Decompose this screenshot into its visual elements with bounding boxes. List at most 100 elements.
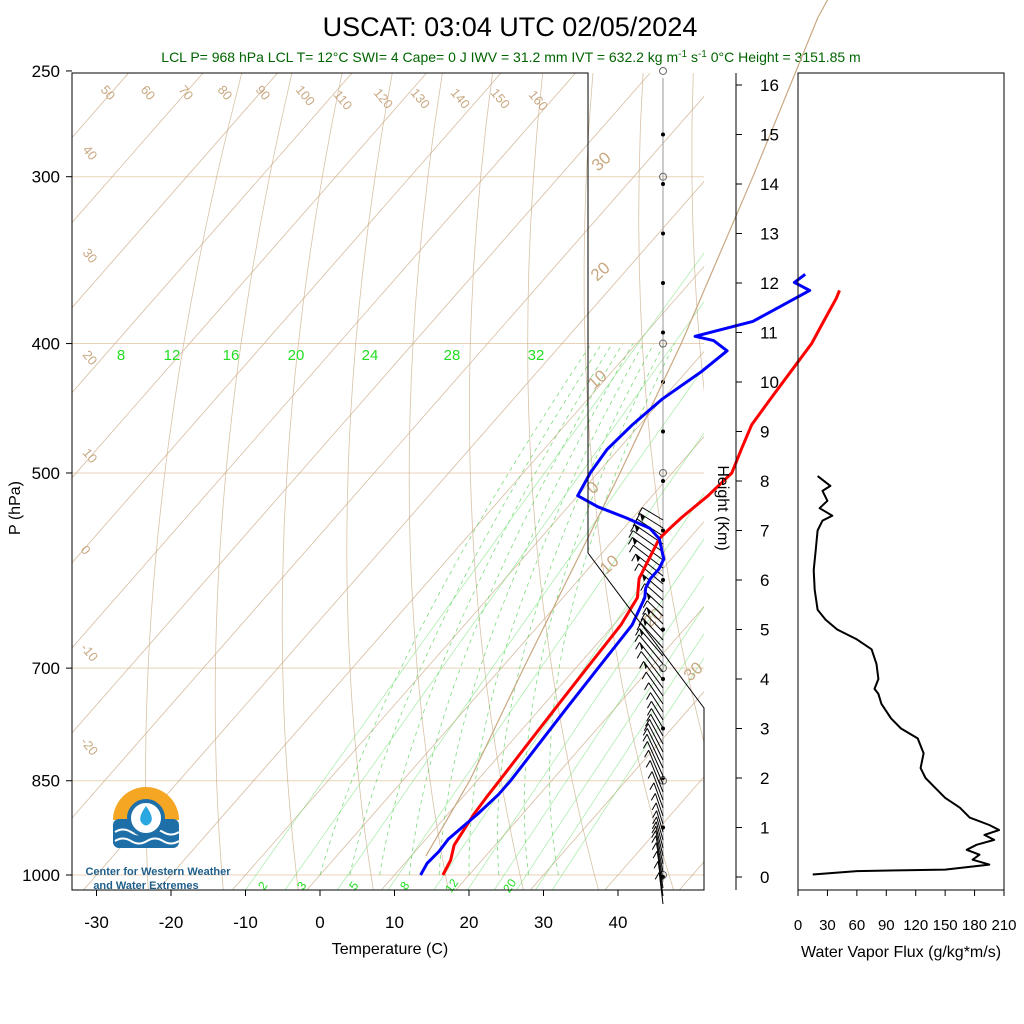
flux-xtick-label: 180 xyxy=(962,917,987,934)
wind-barb-pennant xyxy=(640,513,645,522)
wind-barb-flag xyxy=(646,714,652,722)
wind-barb xyxy=(644,612,664,633)
moist-adiabat-line xyxy=(523,343,665,876)
wind-barb-flag xyxy=(634,563,640,572)
height-marker xyxy=(661,231,665,236)
dry-adiabat-line xyxy=(638,73,704,744)
skewt-ytick-label: 700 xyxy=(32,659,60,678)
height-marker xyxy=(661,479,665,483)
dry-adiabat-line xyxy=(408,73,449,890)
logo-line1: Center for Western Weather xyxy=(85,866,231,878)
wind-barb-flag xyxy=(651,835,657,844)
dry-adiabat-line xyxy=(936,0,1024,903)
height-marker xyxy=(661,726,665,731)
height-marker xyxy=(661,330,665,335)
height-tick-label: 8 xyxy=(760,472,769,491)
isotherm-label-right: 20 xyxy=(587,258,614,285)
dry-adiabat-label: 160 xyxy=(526,87,551,113)
flux-frame xyxy=(797,72,1005,891)
dry-adiabat-line xyxy=(468,73,524,890)
wind-barb-flag xyxy=(646,708,652,716)
wind-barb-flag xyxy=(644,682,650,690)
dry-adiabat-label: 140 xyxy=(448,85,473,111)
skewt-ytick-label: 500 xyxy=(32,464,60,483)
dry-adiabat-line xyxy=(691,73,704,393)
height-marker xyxy=(661,528,665,533)
logo-drop-icon xyxy=(140,806,152,826)
isotherm-line xyxy=(83,180,704,890)
dry-adiabat-line xyxy=(527,73,600,890)
pressure-marker xyxy=(659,66,667,75)
mixing-ratio-label-bottom: 20 xyxy=(500,876,519,895)
dry-adiabat-label: 50 xyxy=(98,82,119,103)
isotherm-line xyxy=(604,776,704,890)
height-marker xyxy=(661,578,665,582)
flux-xtick-label: 0 xyxy=(794,917,802,934)
wind-barb xyxy=(647,723,664,753)
wind-barb xyxy=(633,544,664,569)
wind-barb xyxy=(645,671,664,697)
skewt-ylabel: P (hPa) xyxy=(7,481,24,535)
wind-barb-pennant xyxy=(643,661,648,670)
skewt-ytick-label: 400 xyxy=(32,335,60,354)
dry-adiabat-label: 130 xyxy=(408,85,433,111)
wind-barb-pennant xyxy=(632,537,638,546)
wind-barb-flag xyxy=(645,718,650,727)
height-tick-label: 14 xyxy=(760,175,779,194)
wind-barb-flag xyxy=(639,661,645,669)
flux-xtick-label: 210 xyxy=(991,917,1016,934)
wind-barb-flag xyxy=(642,733,648,742)
wind-barb-flag xyxy=(641,671,647,680)
height-tick-label: 5 xyxy=(760,621,769,640)
height-tick-label: 10 xyxy=(760,373,779,392)
isotherm-line xyxy=(72,73,427,479)
wind-barb-flag xyxy=(640,612,646,621)
wind-barb-flag xyxy=(643,723,649,731)
mixing-ratio-label-top: 12 xyxy=(164,347,181,364)
wind-barb-flag xyxy=(651,825,657,834)
dry-adiabat-label: 80 xyxy=(215,82,236,103)
mixing-ratio-line xyxy=(516,606,704,890)
wind-barb-flag xyxy=(630,524,636,532)
height-tick-label: 6 xyxy=(760,571,769,590)
skewt-xtick-label: 30 xyxy=(534,913,553,932)
height-tick-label: 2 xyxy=(760,769,769,788)
skewt-data xyxy=(419,0,841,876)
wind-barb xyxy=(650,701,664,721)
wind-barb-pennant xyxy=(641,573,647,582)
wind-barb xyxy=(646,728,664,761)
skewt-xtick-label: 10 xyxy=(385,913,404,932)
dry-adiabat-label: 120 xyxy=(371,85,396,111)
isotherm-line xyxy=(232,350,704,890)
flux-ylabel: Height (Km) xyxy=(714,465,731,550)
height-tick-label: 1 xyxy=(760,819,769,838)
wind-barb xyxy=(646,733,664,769)
height-tick-label: 9 xyxy=(760,423,769,442)
isotherm-line xyxy=(455,606,704,890)
skewt-ytick-label: 850 xyxy=(32,772,60,791)
dry-adiabat-label: 60 xyxy=(138,82,159,103)
wind-barb xyxy=(658,872,664,905)
wind-barb xyxy=(646,741,664,777)
height-tick-label: 0 xyxy=(760,868,769,887)
skewt-xtick-label: -10 xyxy=(233,913,258,932)
wind-barb-flag xyxy=(638,618,644,626)
wind-barb xyxy=(655,835,664,873)
wind-barb-flag xyxy=(628,545,634,553)
wind-barb xyxy=(656,851,664,889)
moist-adiabat-line xyxy=(468,343,644,875)
moist-adiabat-line xyxy=(349,343,603,876)
flux-data xyxy=(812,475,1001,876)
dry-adiabat-line xyxy=(583,73,675,890)
isotherm-line xyxy=(381,521,704,890)
isotherm-line xyxy=(72,73,502,564)
mixing-ratio-label-top: 16 xyxy=(223,347,240,364)
isotherm-line xyxy=(72,73,278,309)
dry-adiabat-label: 110 xyxy=(331,87,356,113)
mixing-ratio-line xyxy=(535,633,704,890)
wind-barb xyxy=(650,692,664,713)
wind-barb-flag xyxy=(652,850,658,859)
wind-barb xyxy=(650,714,664,737)
water-vapor-flux-trace xyxy=(812,475,1001,876)
